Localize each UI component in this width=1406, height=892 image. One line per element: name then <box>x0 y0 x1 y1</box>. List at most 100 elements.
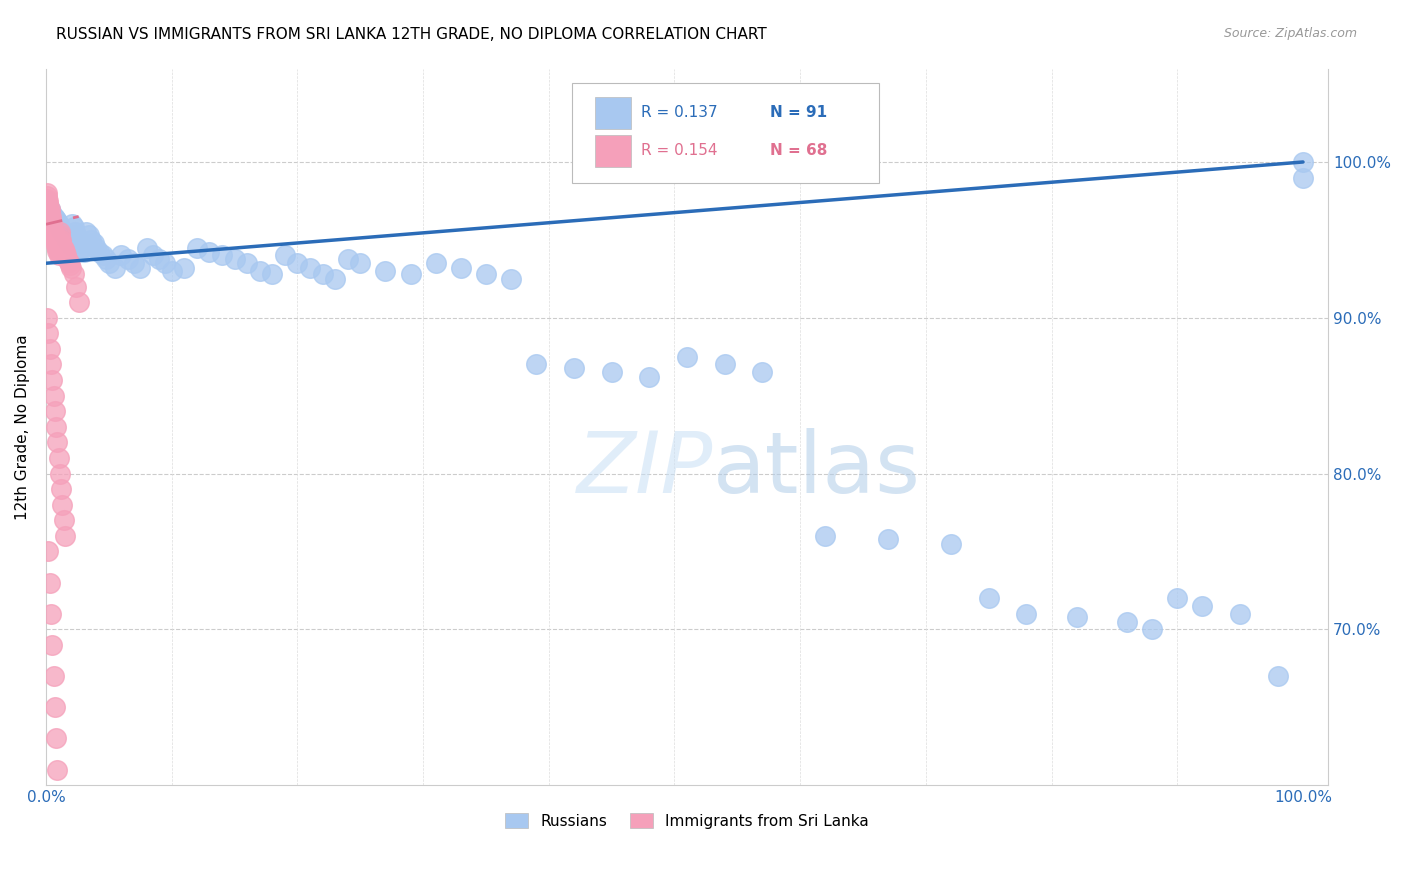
Bar <box>595 135 631 167</box>
Point <box>1292 170 1315 185</box>
Point <box>49 467 72 481</box>
Point <box>1166 591 1188 606</box>
Point <box>44 404 66 418</box>
Point <box>877 532 900 546</box>
Point <box>55 248 77 262</box>
Point <box>142 248 165 262</box>
Point <box>117 252 139 266</box>
Point <box>46 214 69 228</box>
Point <box>45 239 67 253</box>
Point <box>1066 610 1088 624</box>
Point <box>45 235 67 250</box>
Point <box>48 217 70 231</box>
Point <box>236 256 259 270</box>
Text: ZIP: ZIP <box>576 428 713 511</box>
Point <box>44 700 66 714</box>
Point <box>1191 599 1213 613</box>
Point <box>129 260 152 275</box>
Point <box>399 267 422 281</box>
Point <box>56 252 79 266</box>
Point <box>46 244 69 258</box>
Point <box>336 252 359 266</box>
Point <box>49 222 72 236</box>
Point <box>49 228 72 243</box>
Point <box>44 233 66 247</box>
Point <box>39 358 62 372</box>
Point <box>122 256 145 270</box>
Point <box>287 256 309 270</box>
Point <box>46 241 69 255</box>
Point <box>41 220 63 235</box>
Point <box>60 237 83 252</box>
Point <box>37 198 59 212</box>
FancyBboxPatch shape <box>572 83 879 183</box>
Point <box>39 214 62 228</box>
Text: atlas: atlas <box>713 428 921 511</box>
Point <box>48 248 70 262</box>
Point <box>349 256 371 270</box>
Point <box>499 272 522 286</box>
Point <box>39 607 62 621</box>
Point <box>87 245 110 260</box>
Point <box>38 208 60 222</box>
Point <box>41 223 63 237</box>
Point <box>323 272 346 286</box>
Point <box>37 189 59 203</box>
Text: N = 91: N = 91 <box>770 105 828 120</box>
Point <box>186 241 208 255</box>
Point <box>53 529 76 543</box>
Text: Source: ZipAtlas.com: Source: ZipAtlas.com <box>1223 27 1357 40</box>
Point <box>49 235 72 250</box>
Point <box>224 252 246 266</box>
Point <box>41 638 63 652</box>
Point <box>38 575 60 590</box>
Point <box>51 498 73 512</box>
Point <box>62 220 84 235</box>
Point <box>45 212 67 227</box>
Y-axis label: 12th Grade, No Diploma: 12th Grade, No Diploma <box>15 334 30 520</box>
Point <box>977 591 1000 606</box>
Point <box>1140 623 1163 637</box>
Point <box>211 248 233 262</box>
Point <box>713 358 735 372</box>
Point <box>96 252 118 266</box>
Point <box>51 225 73 239</box>
Point <box>75 225 97 239</box>
Point <box>48 809 70 823</box>
Point <box>600 365 623 379</box>
Point <box>37 198 59 212</box>
Point <box>37 193 59 207</box>
Point <box>52 242 75 256</box>
Point <box>63 225 86 239</box>
Point <box>41 373 63 387</box>
Point <box>51 239 73 253</box>
Point <box>1267 669 1289 683</box>
Point <box>72 242 94 256</box>
Point <box>110 248 132 262</box>
Point <box>450 260 472 275</box>
Point <box>49 225 72 239</box>
Point <box>1015 607 1038 621</box>
Point <box>46 435 69 450</box>
Point <box>37 310 59 325</box>
Point <box>91 248 114 262</box>
Point <box>638 370 661 384</box>
Text: R = 0.154: R = 0.154 <box>641 144 717 159</box>
Point <box>37 186 59 201</box>
Point <box>65 279 87 293</box>
Point <box>77 228 100 243</box>
Point <box>62 267 84 281</box>
Point <box>52 513 75 527</box>
Point <box>42 669 65 683</box>
Point <box>42 225 65 239</box>
Point <box>49 855 72 870</box>
Point <box>38 202 60 216</box>
Point <box>425 256 447 270</box>
Point <box>60 217 83 231</box>
Point <box>58 235 80 249</box>
Point <box>1116 615 1139 629</box>
Point <box>38 204 60 219</box>
Point <box>475 267 498 281</box>
Point <box>66 229 89 244</box>
Text: R = 0.137: R = 0.137 <box>641 105 717 120</box>
